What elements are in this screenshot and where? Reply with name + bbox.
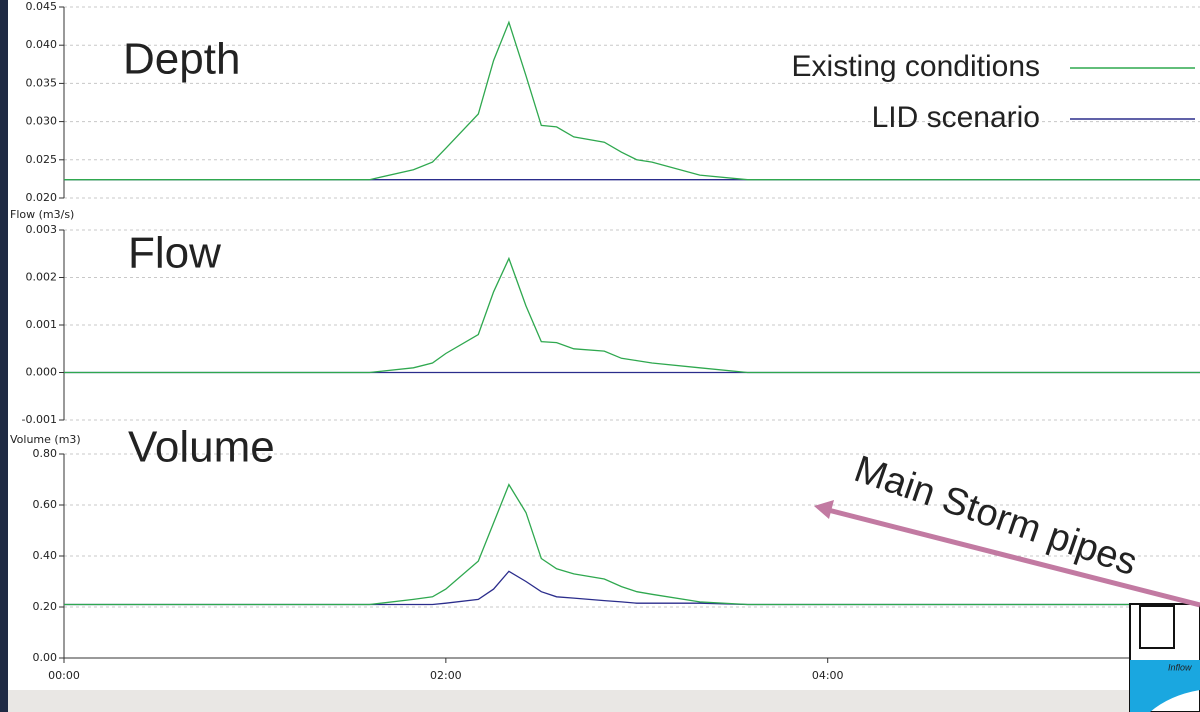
annotation: Main Storm pipes <box>849 448 1142 584</box>
y-tick-label: 0.60 <box>33 498 58 511</box>
y-axis-label: Volume (m3) <box>10 433 81 446</box>
y-tick-label: 0.20 <box>33 600 58 613</box>
x-tick-label: 00:00 <box>48 669 80 682</box>
series-line <box>64 571 1200 604</box>
legend-label: LID scenario <box>872 101 1040 134</box>
y-tick-label: 0.003 <box>26 223 58 236</box>
status-strip <box>8 690 1138 712</box>
y-tick-label: 0.045 <box>26 0 58 13</box>
y-tick-label: 0.002 <box>26 271 58 284</box>
x-tick-label: 02:00 <box>430 669 462 682</box>
series-line <box>64 259 1200 373</box>
y-axis-label: Flow (m3/s) <box>10 208 74 221</box>
panel-title: Flow <box>128 229 221 278</box>
panel-title: Depth <box>123 35 240 84</box>
y-tick-label: 0.030 <box>26 115 58 128</box>
arrow-head <box>814 500 834 519</box>
y-tick-label: 0.80 <box>33 447 58 460</box>
inset-figure: Inflow <box>1130 604 1200 712</box>
y-tick-label: 0.000 <box>26 366 58 379</box>
y-tick-label: 0.40 <box>33 549 58 562</box>
inset-box <box>1140 606 1174 648</box>
y-tick-label: 0.020 <box>26 191 58 204</box>
y-tick-label: 0.001 <box>26 318 58 331</box>
y-tick-label: -0.001 <box>22 413 57 426</box>
panel-title: Volume <box>128 423 275 472</box>
chart: 0.020 0.025 0.030 0.035 0.040 0.045 Depth Exist… <box>0 0 1200 712</box>
y-tick-label: 0.025 <box>26 153 58 166</box>
y-tick-label: 0.00 <box>33 651 58 664</box>
x-tick-label: 04:00 <box>812 669 844 682</box>
y-tick-label: 0.035 <box>26 76 58 89</box>
y-tick-label: 0.040 <box>26 38 58 51</box>
left-edge <box>0 0 8 712</box>
legend-label: Existing conditions <box>792 50 1040 83</box>
inset-label: Inflow <box>1168 662 1192 672</box>
